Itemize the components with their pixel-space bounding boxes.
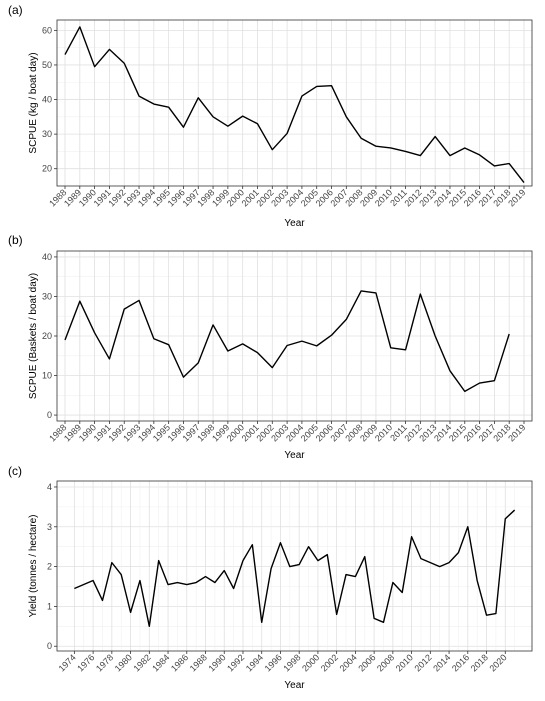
panel-border (56, 480, 533, 652)
panel-label: (a) (8, 3, 23, 17)
x-tick-label: 2014 (431, 652, 452, 673)
x-tick-label: 1974 (57, 652, 78, 673)
panel-1: 2030405060198819891990199119921993199419… (8, 3, 533, 229)
series-line (64, 26, 525, 183)
x-tick-label: 1996 (263, 652, 284, 673)
x-tick-label: 2010 (394, 652, 415, 673)
x-tick-label: 1986 (169, 652, 190, 673)
x-tick-label: 2019 (506, 422, 527, 443)
x-axis-title: Year (284, 218, 305, 229)
x-tick-label: 2019 (506, 187, 527, 208)
series-line (64, 290, 510, 393)
panel-label: (b) (8, 233, 23, 247)
x-tick-label: 2000 (300, 652, 321, 673)
x-tick-label: 1990 (206, 652, 227, 673)
x-tick-label: 1976 (75, 652, 96, 673)
y-axis-title: SCPUE (Baskets / boat day) (28, 273, 39, 399)
x-tick-label: 2004 (338, 652, 359, 673)
x-tick-label: 1978 (94, 652, 115, 673)
panel-label: (c) (8, 464, 22, 478)
x-tick-label: 1988 (188, 652, 209, 673)
x-axis-title: Year (284, 680, 305, 691)
x-tick-label: 2006 (356, 652, 377, 673)
y-tick-label: 10 (42, 371, 52, 381)
y-axis-title: Yield (tonnes / hectare) (28, 514, 39, 617)
y-axis-title: SCPUE (kg / boat day) (28, 52, 39, 153)
x-axis-title: Year (284, 450, 305, 461)
y-tick-label: 0 (47, 641, 52, 651)
panel-2: 0102030401988198919901991199219931994199… (8, 233, 533, 461)
panel-border (56, 19, 533, 187)
y-tick-label: 20 (42, 164, 52, 174)
x-tick-label: 2016 (450, 652, 471, 673)
y-tick-label: 50 (42, 60, 52, 70)
y-tick-label: 4 (47, 482, 52, 492)
y-tick-label: 60 (42, 25, 52, 35)
y-tick-label: 40 (42, 95, 52, 105)
x-tick-label: 2018 (469, 652, 490, 673)
x-tick-label: 2008 (375, 652, 396, 673)
y-tick-label: 20 (42, 331, 52, 341)
y-tick-label: 30 (42, 129, 52, 139)
y-tick-label: 3 (47, 522, 52, 532)
x-tick-label: 1982 (131, 652, 152, 673)
panel-3: 0123419741976197819801982198419861988199… (8, 464, 533, 691)
y-tick-label: 0 (47, 410, 52, 420)
x-tick-label: 2002 (319, 652, 340, 673)
x-tick-label: 1992 (225, 652, 246, 673)
y-tick-label: 30 (42, 291, 52, 301)
x-tick-label: 2020 (487, 652, 508, 673)
y-tick-label: 40 (42, 252, 52, 262)
y-tick-label: 1 (47, 601, 52, 611)
y-tick-label: 2 (47, 562, 52, 572)
x-tick-label: 2012 (413, 652, 434, 673)
series-line (74, 509, 516, 628)
x-tick-label: 1994 (244, 652, 265, 673)
x-tick-label: 1980 (113, 652, 134, 673)
x-tick-label: 1984 (150, 652, 171, 673)
x-tick-label: 1998 (281, 652, 302, 673)
